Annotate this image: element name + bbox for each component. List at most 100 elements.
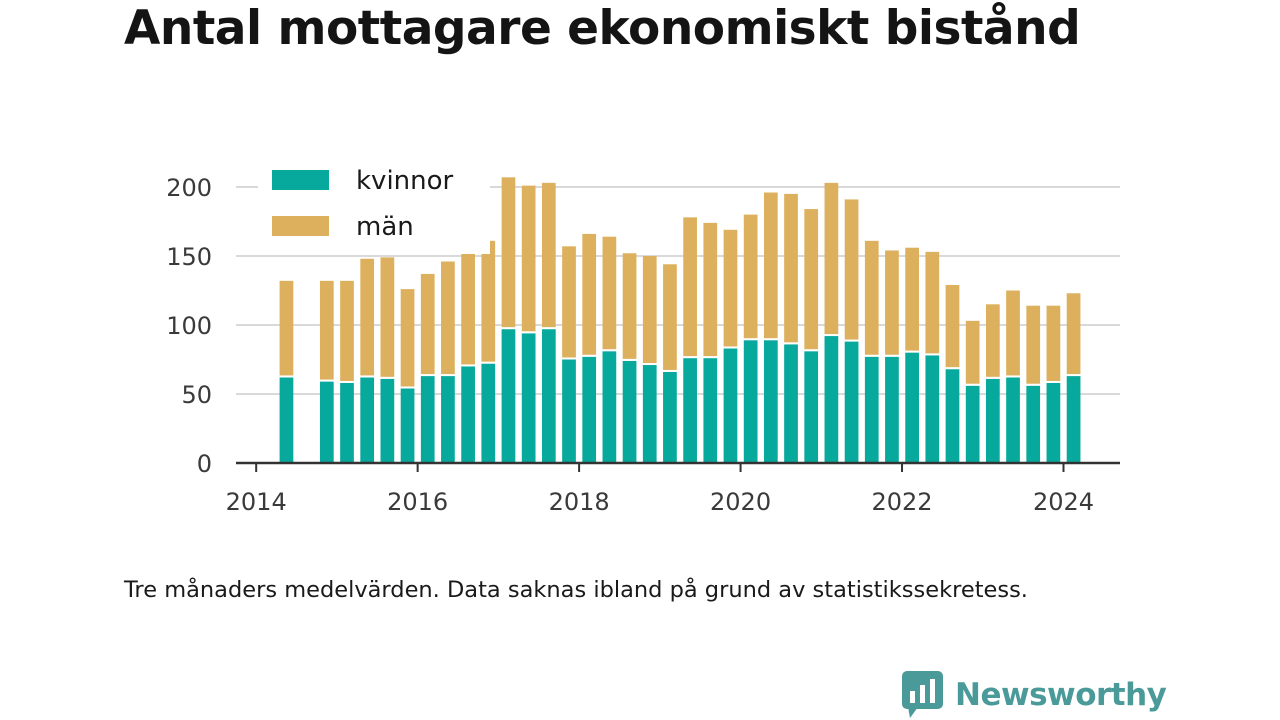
bar-män-36 [1026, 305, 1041, 384]
bar-män-15 [602, 236, 617, 350]
bar-separator-26 [824, 334, 839, 337]
bar-män-22 [743, 214, 758, 339]
bar-separator-12 [541, 327, 556, 330]
bar-separator-8 [461, 364, 475, 367]
bar-kvinnor-2 [340, 382, 354, 463]
bar-separator-10 [501, 327, 516, 330]
bar-separator-29 [885, 354, 899, 357]
bar-separator-22 [743, 338, 758, 341]
bar-män-28 [864, 240, 879, 355]
bar-kvinnor-1 [319, 381, 334, 463]
bar-separator-30 [905, 350, 919, 353]
bar-kvinnor-37 [1046, 382, 1061, 463]
bar-män-25 [804, 209, 819, 350]
bar-kvinnor-14 [582, 356, 597, 463]
bar-män-11 [521, 185, 536, 332]
bar-separator-6 [420, 374, 435, 377]
bar-kvinnor-36 [1026, 385, 1041, 463]
bar-separator-33 [965, 383, 980, 386]
legend: kvinnor män [258, 156, 490, 254]
bar-män-35 [1006, 290, 1020, 376]
x-axis [236, 461, 1120, 472]
bar-kvinnor-8 [461, 366, 475, 463]
bar-kvinnor-38 [1066, 376, 1081, 463]
bar-separator-36 [1026, 383, 1041, 386]
bar-kvinnor-5 [400, 388, 415, 463]
bar-separator-31 [925, 353, 940, 356]
bars [279, 177, 1081, 463]
brand-name: Newsworthy [955, 677, 1167, 713]
footnote: Tre månaders medelvärden. Data saknas ib… [124, 577, 1028, 603]
bar-män-6 [420, 273, 435, 375]
y-tick-label-50: 50 [181, 381, 212, 409]
bar-män-12 [541, 182, 556, 328]
bar-separator-13 [562, 357, 576, 360]
x-tick-label-2022: 2022 [871, 488, 932, 516]
bar-män-30 [905, 247, 919, 351]
bar-kvinnor-24 [784, 344, 798, 463]
bar-kvinnor-25 [804, 351, 819, 463]
bar-män-26 [824, 182, 839, 335]
bar-kvinnor-0 [279, 377, 294, 463]
bar-män-14 [582, 233, 597, 355]
bar-separator-5 [400, 386, 415, 389]
x-tick-label-2018: 2018 [549, 488, 610, 516]
bar-separator-32 [945, 367, 960, 370]
bar-kvinnor-17 [642, 365, 657, 463]
bar-kvinnor-12 [541, 329, 556, 463]
bar-kvinnor-23 [763, 340, 778, 463]
bar-kvinnor-32 [945, 369, 960, 463]
bar-kvinnor-20 [703, 358, 718, 463]
bar-kvinnor-13 [562, 359, 576, 463]
bar-kvinnor-30 [905, 352, 919, 463]
bar-kvinnor-34 [985, 378, 1000, 463]
y-tick-label-0: 0 [197, 450, 212, 478]
bar-män-4 [380, 257, 395, 377]
brand-logo: Newsworthy [902, 671, 1167, 719]
bar-separator-27 [844, 339, 859, 342]
bar-kvinnor-35 [1006, 377, 1020, 463]
x-axis-ticks: 2014 2016 2018 2020 2022 2024 [226, 488, 1094, 516]
bar-separator-24 [784, 342, 798, 345]
bar-kvinnor-15 [602, 351, 617, 463]
bar-män-23 [763, 192, 778, 339]
bar-separator-16 [622, 358, 637, 361]
bar-kvinnor-31 [925, 355, 940, 463]
bar-män-34 [985, 304, 1000, 377]
bar-separator-34 [985, 376, 1000, 379]
bar-kvinnor-4 [380, 378, 395, 463]
bar-män-32 [945, 284, 960, 368]
bar-män-2 [340, 280, 354, 381]
bar-män-1 [319, 280, 334, 380]
bar-män-18 [663, 264, 677, 370]
bar-separator-15 [602, 349, 617, 352]
bar-kvinnor-16 [622, 360, 637, 463]
bar-män-21 [723, 229, 738, 347]
bar-separator-7 [441, 374, 455, 377]
bar-kvinnor-11 [521, 333, 536, 463]
bar-män-16 [622, 253, 637, 359]
bar-kvinnor-19 [683, 358, 697, 463]
bar-kvinnor-27 [844, 341, 859, 463]
bar-separator-25 [804, 349, 819, 352]
bar-män-37 [1046, 305, 1061, 381]
bar-män-20 [703, 222, 718, 357]
newsworthy-logo-icon [902, 671, 943, 718]
y-tick-label-200: 200 [166, 174, 212, 202]
bar-män-7 [441, 261, 455, 375]
bar-män-0 [279, 280, 294, 376]
bar-män-31 [925, 251, 940, 354]
bar-separator-0 [279, 375, 294, 378]
bar-män-13 [562, 246, 576, 358]
bar-kvinnor-3 [360, 377, 375, 463]
bar-män-8 [461, 244, 475, 365]
bar-separator-9 [481, 361, 496, 364]
bar-kvinnor-29 [885, 356, 899, 463]
bar-kvinnor-21 [723, 348, 738, 463]
y-axis-ticks: 0 50 100 150 200 [166, 174, 212, 478]
bar-kvinnor-9 [481, 363, 496, 463]
bar-män-10 [501, 177, 516, 328]
x-tick-label-2024: 2024 [1033, 488, 1094, 516]
y-tick-label-150: 150 [166, 243, 212, 271]
